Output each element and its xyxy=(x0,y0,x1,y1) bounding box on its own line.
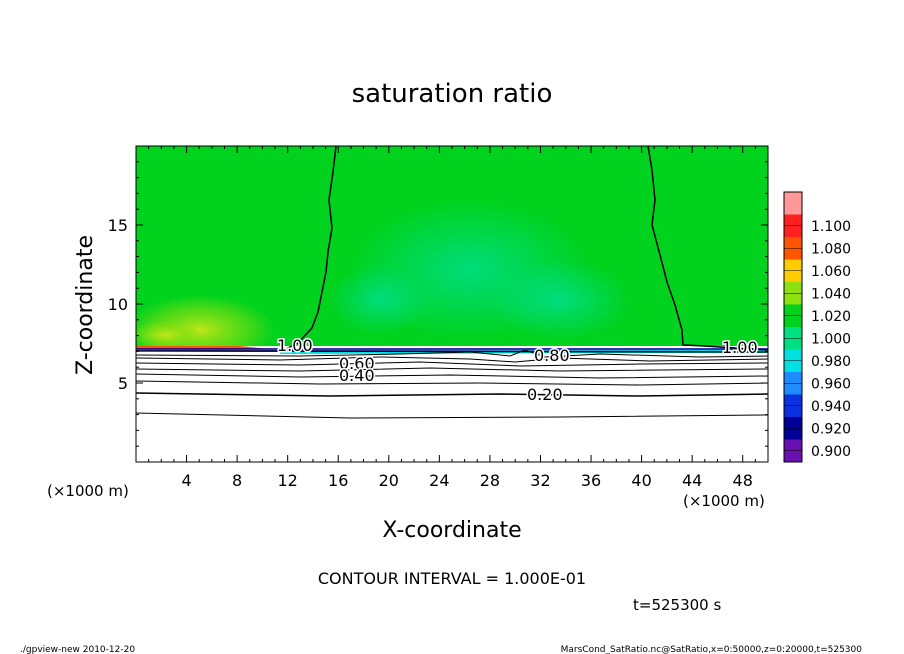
contour-line xyxy=(136,350,768,353)
contour-label: 0.60 xyxy=(339,354,375,373)
x-tick-label: 16 xyxy=(328,471,348,490)
x-tick-label: 40 xyxy=(631,471,651,490)
x-tick-label: 28 xyxy=(480,471,500,490)
cool-patch-2 xyxy=(490,260,630,340)
contour-line xyxy=(136,367,768,372)
colorbar-label: 1.100 xyxy=(811,219,851,235)
x-unit-right: (×1000 m) xyxy=(683,492,765,510)
plot-area xyxy=(136,146,768,462)
colorbar: 0.900 0.920 0.940 0.960 0.980 1.000 1.020 1.040… xyxy=(783,191,851,463)
footer-left: ./gpview-new 2010-12-20 xyxy=(20,645,135,654)
contour-line xyxy=(136,349,768,358)
colorbar-label: 1.060 xyxy=(811,264,851,280)
x-tick-label: 36 xyxy=(581,471,601,490)
colorbar-label: 0.940 xyxy=(811,399,851,415)
contour-line xyxy=(136,356,768,363)
footer-right: MarsCond_SatRatio.nc@SatRatio,x=0:50000,… xyxy=(561,645,863,654)
y-axis: 5 10 15 xyxy=(108,161,768,447)
y-tick-label: 10 xyxy=(108,295,128,314)
colorbar-label: 0.920 xyxy=(811,421,851,437)
subsaturated-region xyxy=(136,350,768,462)
cool-patch-3 xyxy=(330,265,430,335)
x-tick-label: 4 xyxy=(181,471,191,490)
x-tick-label: 20 xyxy=(379,471,399,490)
x-axis-label: X-coordinate xyxy=(382,518,521,543)
colorbar-segment xyxy=(784,192,802,215)
boundary-band-dark xyxy=(136,348,768,351)
x-tick-label: 12 xyxy=(278,471,298,490)
colorbar-label: 0.960 xyxy=(811,376,851,392)
warm-patch-2 xyxy=(136,320,200,350)
chart-title: saturation ratio xyxy=(352,79,553,109)
contour-line xyxy=(136,361,768,367)
colorbar-label: 1.040 xyxy=(811,286,851,302)
x-tick-label: 32 xyxy=(530,471,550,490)
y-tick-label: 5 xyxy=(118,374,128,393)
contour-label: 0.40 xyxy=(339,366,375,385)
time-stamp: t=525300 s xyxy=(633,596,721,614)
contour-label: 0.20 xyxy=(527,385,563,404)
x-tick-label: 48 xyxy=(733,471,753,490)
colorbar-label: 1.080 xyxy=(811,241,851,257)
contour-line xyxy=(136,373,768,379)
contour-line xyxy=(136,412,768,419)
contour-line xyxy=(279,146,337,353)
colorbar-frame xyxy=(783,191,803,463)
colorbar-label: 1.020 xyxy=(811,309,851,325)
colorbar-label: 0.980 xyxy=(811,354,851,370)
contour-label: 0.80 xyxy=(534,346,570,365)
y-tick-label: 15 xyxy=(108,216,128,235)
contour-line xyxy=(136,392,768,397)
contour-line xyxy=(136,380,768,386)
x-axis: 4 8 12 16 20 24 28 32 36 40 44 48 xyxy=(148,146,756,490)
x-tick-label: 44 xyxy=(682,471,702,490)
contour-label: 1.00 xyxy=(722,338,758,357)
colorbar-label: 1.000 xyxy=(811,331,851,347)
y-axis-label: Z-coordinate xyxy=(73,235,98,375)
colorbar-label: 0.900 xyxy=(811,444,851,460)
contour-line xyxy=(647,146,768,351)
x-tick-label: 8 xyxy=(232,471,242,490)
contour-label: 1.00 xyxy=(277,336,313,355)
x-unit-left: (×1000 m) xyxy=(47,482,129,500)
x-tick-label: 24 xyxy=(429,471,449,490)
contour-interval: CONTOUR INTERVAL = 1.000E-01 xyxy=(318,569,586,588)
